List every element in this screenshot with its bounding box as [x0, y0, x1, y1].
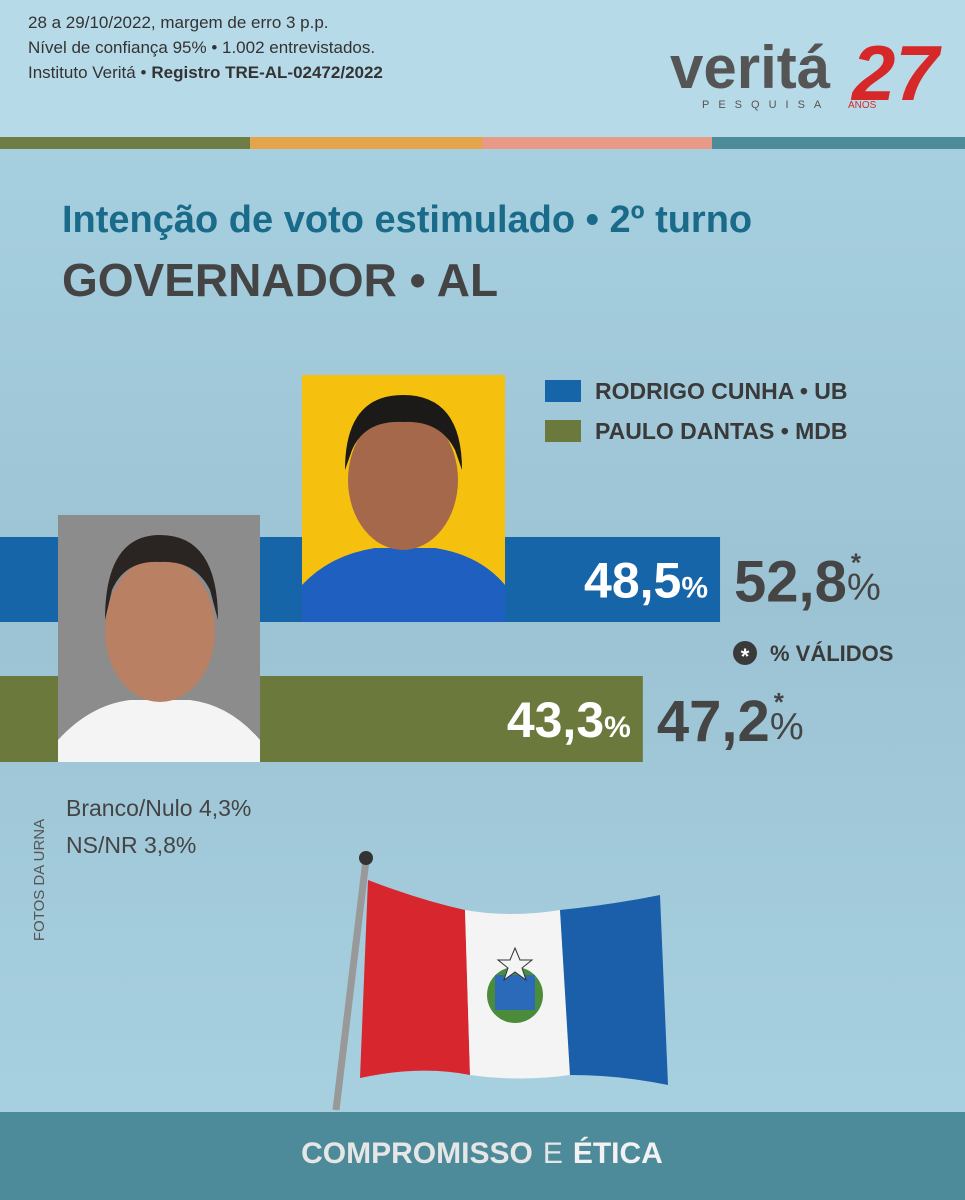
value-label: 48,5%	[584, 553, 708, 609]
header-line: 28 a 29/10/2022, margem de erro 3 p.p.	[28, 13, 329, 32]
stripe	[712, 137, 965, 149]
legend-swatch	[545, 420, 581, 442]
stripe	[0, 137, 250, 149]
valid-label-number: 52,8	[734, 550, 847, 615]
stripe	[482, 137, 712, 149]
flag	[332, 851, 668, 1111]
footer-band	[0, 1112, 965, 1200]
footer-text: COMPROMISSO E ÉTICA	[301, 1136, 663, 1170]
value-label-number: 43,3	[507, 692, 604, 748]
valid-marker: *	[851, 548, 862, 578]
photo-candidate-2	[58, 515, 260, 762]
note: NS/NR 3,8%	[66, 832, 196, 858]
chart-title: Intenção de voto estimulado • 2º turno	[62, 199, 752, 241]
valid-label-unit: %	[770, 706, 804, 748]
legend-label: RODRIGO CUNHA • UB	[595, 378, 848, 404]
valid-label: 47,2 *%	[657, 687, 804, 754]
photo-credit: FOTOS DA URNA	[31, 819, 48, 941]
logo-name: veritá	[670, 34, 831, 101]
valid-label-number: 47,2	[657, 689, 770, 754]
stripe	[250, 137, 482, 149]
legend-swatch	[545, 380, 581, 402]
value-label-unit: %	[681, 572, 708, 605]
valid-note-icon	[733, 641, 757, 665]
header-line: Instituto Veritá • Registro TRE-AL-02472/…	[28, 63, 383, 82]
valid-label: 52,8 *%	[734, 548, 881, 615]
chart-subtitle: GOVERNADOR • AL	[62, 254, 498, 306]
logo-years: 27	[850, 29, 942, 117]
institute: Instituto Veritá •	[28, 63, 146, 82]
logo-years-label: ANOS	[848, 100, 877, 111]
header-line: Nível de confiança 95% • 1.002 entrevist…	[28, 38, 375, 57]
value-label: 43,3%	[507, 692, 631, 748]
note: Branco/Nulo 4,3%	[66, 795, 251, 821]
header-band	[0, 0, 965, 137]
value-label-number: 48,5	[584, 553, 681, 609]
photo-candidate-1	[302, 375, 505, 622]
valid-note-marker: *	[741, 644, 750, 669]
footer-middle: E	[543, 1137, 563, 1170]
valid-marker: *	[774, 687, 785, 717]
valid-note: % VÁLIDOS	[770, 641, 893, 666]
legend-label: PAULO DANTAS • MDB	[595, 418, 848, 444]
footer-part2: ÉTICA	[573, 1136, 663, 1170]
value-label-unit: %	[604, 711, 631, 744]
registry: Registro TRE-AL-02472/2022	[151, 63, 382, 82]
footer-part1: COMPROMISSO	[301, 1137, 533, 1170]
valid-label-unit: %	[847, 567, 881, 609]
logo-sub: PESQUISA	[702, 99, 830, 111]
